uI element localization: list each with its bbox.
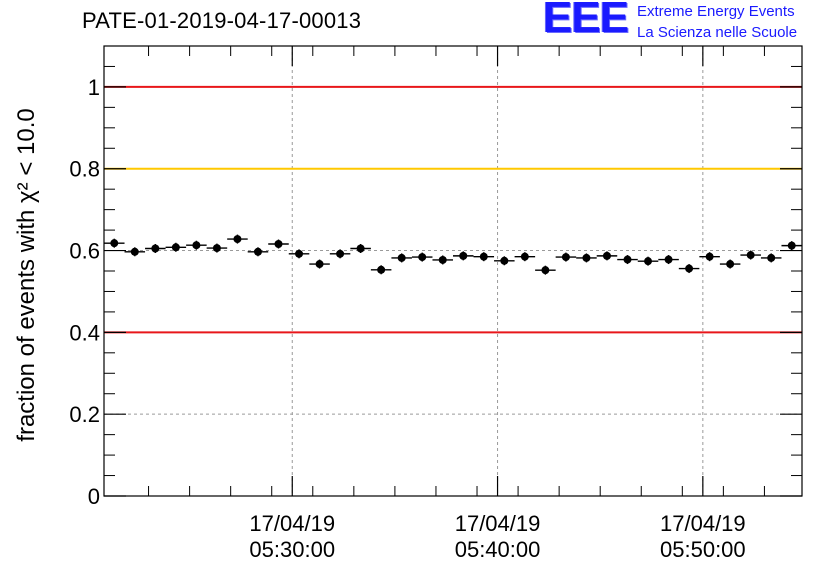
y-tick-label: 0 [88, 484, 100, 509]
x-tick-label-date: 17/04/19 [660, 511, 746, 536]
y-tick-label: 1 [88, 75, 100, 100]
data-point [596, 251, 618, 261]
eee-logo-mark: EEE [543, 0, 629, 42]
point-marker [233, 235, 242, 244]
data-point [288, 249, 310, 259]
data-point [432, 255, 453, 265]
data-point [453, 251, 474, 261]
y-tick-label: 0.6 [69, 239, 100, 264]
x-tick-label-time: 05:40:00 [455, 537, 541, 562]
data-point [473, 252, 495, 262]
point-marker [438, 255, 447, 264]
point-marker [130, 247, 139, 256]
data-point [514, 252, 536, 262]
data-point [760, 253, 782, 263]
data-points [104, 234, 802, 275]
data-point [370, 265, 392, 275]
x-tick-label-date: 17/04/19 [249, 511, 335, 536]
point-marker [110, 239, 119, 248]
point-marker [705, 252, 714, 261]
data-point [186, 240, 207, 250]
point-marker [171, 243, 180, 252]
data-point [719, 259, 741, 269]
point-marker [459, 251, 468, 260]
point-marker [377, 265, 386, 274]
point-marker [274, 240, 283, 248]
data-point [309, 259, 330, 269]
point-marker [726, 260, 735, 269]
point-marker [151, 244, 160, 253]
point-marker [192, 241, 201, 250]
x-tick-labels: 17/04/1905:30:0017/04/1905:40:0017/04/19… [249, 511, 745, 562]
y-tick-labels: 0 0.2 0.4 0.6 0.8 1 [69, 75, 100, 509]
y-axis-label: fraction of events with χ² < 10.0 [13, 108, 40, 441]
y-tick-label: 0.4 [69, 320, 100, 345]
data-point [391, 253, 412, 263]
point-marker [479, 252, 488, 261]
point-marker [356, 244, 365, 253]
point-marker [500, 256, 509, 265]
data-point [535, 265, 556, 275]
data-point [678, 264, 700, 274]
point-marker [336, 249, 345, 258]
data-point [227, 234, 248, 244]
point-marker [418, 253, 427, 262]
reference-lines [104, 85, 802, 334]
point-marker [397, 253, 406, 262]
point-marker [520, 252, 529, 261]
data-point [658, 255, 679, 265]
data-point [617, 255, 638, 265]
grid-lines [104, 46, 802, 496]
point-marker [295, 249, 304, 258]
run-title: PATE-01-2019-04-17-00013 [82, 8, 362, 33]
data-point [247, 247, 269, 257]
point-marker [315, 260, 324, 269]
point-marker [746, 251, 755, 260]
data-point [781, 241, 802, 251]
point-marker [541, 266, 550, 275]
data-point [637, 256, 659, 266]
point-marker [561, 253, 570, 262]
point-marker [602, 251, 611, 260]
data-point [494, 256, 515, 266]
point-marker [253, 247, 262, 256]
point-marker [644, 257, 653, 266]
data-point [165, 242, 187, 252]
y-tick-label: 0.8 [69, 157, 100, 182]
data-point [411, 252, 433, 262]
data-point [145, 244, 166, 253]
point-marker [787, 241, 796, 250]
data-point [576, 253, 597, 263]
logo-text-line1: Extreme Energy Events [637, 3, 795, 20]
x-tick-label-time: 05:50:00 [660, 537, 746, 562]
data-point [699, 252, 720, 262]
data-point [268, 239, 289, 249]
y-tick-label: 0.2 [69, 402, 100, 427]
point-marker [582, 253, 591, 262]
data-point [104, 238, 125, 248]
x-tick-label-date: 17/04/19 [455, 511, 541, 536]
data-point [740, 250, 761, 260]
data-point [555, 252, 577, 262]
data-point [206, 243, 228, 253]
data-point [124, 247, 146, 257]
point-marker [212, 244, 221, 253]
data-point [329, 249, 351, 259]
point-marker [623, 255, 632, 264]
x-tick-label-time: 05:30:00 [249, 537, 335, 562]
point-marker [664, 255, 673, 264]
point-marker [685, 264, 694, 273]
axis-ticks [104, 46, 802, 497]
plot-frame [103, 45, 803, 497]
point-marker [767, 253, 776, 262]
eee-logo: EEE Extreme Energy Events La Scienza nel… [543, 0, 833, 46]
logo-text-line2: La Scienza nelle Scuole [637, 24, 798, 41]
data-point [350, 244, 371, 253]
